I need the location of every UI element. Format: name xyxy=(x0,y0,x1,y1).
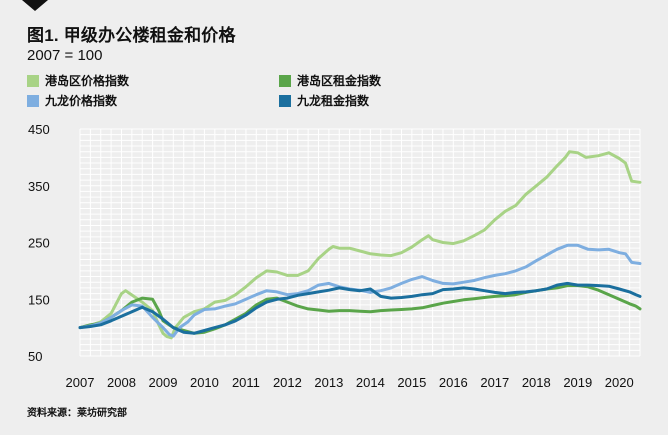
source-note: 资料来源：莱坊研究部 xyxy=(27,408,127,419)
x-tick-label: 2017 xyxy=(480,375,509,390)
chart-title: 图1. 甲级办公楼租金和价格 xyxy=(27,26,236,45)
legend-swatch xyxy=(279,74,291,87)
series-line-0 xyxy=(78,150,642,340)
legend-item-kowloon-price: 九龙价格指数 xyxy=(27,92,117,109)
legend-swatch xyxy=(27,94,39,107)
y-tick-label: 450 xyxy=(28,122,50,137)
y-tick-label: 250 xyxy=(28,236,50,251)
header-marker xyxy=(22,0,48,11)
chart-subtitle: 2007 = 100 xyxy=(27,47,103,64)
x-tick-label: 2015 xyxy=(397,375,426,390)
x-tick-label: 2020 xyxy=(605,375,634,390)
x-tick-label: 2009 xyxy=(149,375,178,390)
x-tick-label: 2019 xyxy=(563,375,592,390)
x-tick-label: 2013 xyxy=(314,375,343,390)
y-tick-label: 150 xyxy=(28,292,50,307)
x-tick-label: 2016 xyxy=(439,375,468,390)
y-tick-label: 350 xyxy=(28,179,50,194)
legend: 港岛区价格指数 港岛区租金指数 九龙价格指数 九龙租金指数 xyxy=(27,72,447,110)
x-tick-label: 2012 xyxy=(273,375,302,390)
legend-swatch xyxy=(27,74,39,87)
x-tick-label: 2008 xyxy=(107,375,136,390)
x-tick-label: 2007 xyxy=(66,375,95,390)
legend-item-kowloon-rent: 九龙租金指数 xyxy=(279,92,369,109)
legend-label: 九龙租金指数 xyxy=(297,94,370,108)
legend-label: 港岛区租金指数 xyxy=(297,74,382,88)
x-tick-label: 2018 xyxy=(522,375,551,390)
legend-swatch xyxy=(279,94,291,107)
series-group xyxy=(78,150,642,340)
y-axis: 50 150 250 350 450 xyxy=(28,122,50,364)
series-line-3 xyxy=(78,281,642,335)
legend-label: 港岛区价格指数 xyxy=(45,74,130,88)
legend-item-hk-island-price: 港岛区价格指数 xyxy=(27,72,129,89)
grid xyxy=(79,128,641,357)
x-tick-label: 2011 xyxy=(232,375,260,390)
x-axis: 2007 2008 2009 2010 2011 2012 2013 2014 2015 2016… xyxy=(66,375,634,390)
legend-label: 九龙价格指数 xyxy=(45,94,118,108)
legend-item-hk-island-rent: 港岛区租金指数 xyxy=(279,72,381,89)
x-tick-label: 2010 xyxy=(190,375,219,390)
x-tick-label: 2014 xyxy=(356,375,385,390)
y-tick-label: 50 xyxy=(28,349,42,364)
